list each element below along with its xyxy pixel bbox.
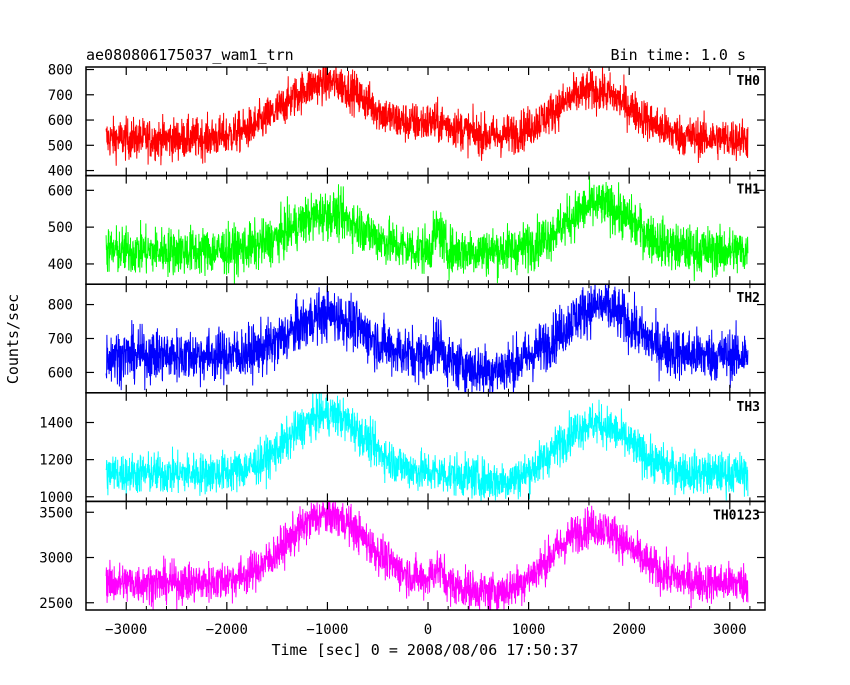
y-tick-label: 1000 (39, 490, 73, 506)
panel-frame (85, 500, 766, 611)
panel-th2: 600 700 800 TH2 (48, 283, 766, 394)
series-line-th2 (105, 284, 749, 393)
x-axis: −3000 −2000 −1000 0 1000 2000 3000 (105, 622, 746, 638)
bin-time-label: Bin time: 1.0 s (611, 46, 746, 64)
y-tick-label: 700 (48, 332, 73, 348)
y-tick-label: 800 (48, 63, 73, 79)
chart-title: ae080806175037_wam1_trn (86, 46, 294, 64)
series-line-th1 (105, 175, 749, 285)
series-line-th0 (105, 67, 749, 166)
y-tick-label: 3000 (39, 551, 73, 567)
y-tick-label: 3500 (39, 505, 73, 521)
y-tick-label: 1200 (39, 453, 73, 469)
y-tick-label: 400 (48, 164, 73, 180)
x-tick-label: −3000 (105, 622, 147, 638)
series-line-th0123 (105, 501, 749, 610)
y-tick-label: 500 (48, 220, 73, 236)
y-tick-label: 600 (48, 113, 73, 129)
x-axis-label: Time [sec] 0 = 2008/08/06 17:50:37 (271, 641, 578, 659)
y-tick-label: 600 (48, 365, 73, 381)
y-tick-label: 500 (48, 138, 73, 154)
x-tick-label: −2000 (206, 622, 248, 638)
panel-th1: 400 500 600 TH1 (48, 174, 766, 285)
y-axis-label: Counts/sec (4, 294, 22, 384)
y-tick-label: 600 (48, 183, 73, 199)
panel-th3: 1000 1200 1400 TH3 (39, 392, 766, 506)
panel-th0: 400 500 600 700 800 TH0 (48, 63, 766, 180)
panel-th0123: 2500 3000 3500 TH0123 (39, 500, 766, 612)
y-tick-label: 400 (48, 257, 73, 273)
y-tick-label: 1400 (39, 416, 73, 432)
panel-label-th3: TH3 (737, 400, 760, 415)
x-tick-label: −1000 (306, 622, 348, 638)
y-tick-label: 700 (48, 88, 73, 104)
panel-label-th0: TH0 (737, 74, 761, 89)
panel-label-th2: TH2 (737, 291, 760, 306)
panels-group: 400 500 600 700 800 TH0 400 500 600 TH1 600 700 800 T… (39, 63, 766, 612)
panel-label-th0123: TH0123 (713, 508, 760, 523)
x-tick-label: 2000 (612, 622, 646, 638)
y-tick-label: 800 (48, 298, 73, 314)
series-line-th3 (105, 392, 749, 502)
panel-label-th1: TH1 (737, 183, 761, 198)
x-tick-label: 1000 (512, 622, 546, 638)
y-tick-label: 2500 (39, 596, 73, 612)
x-tick-label: 3000 (713, 622, 747, 638)
x-tick-label: 0 (424, 622, 432, 638)
